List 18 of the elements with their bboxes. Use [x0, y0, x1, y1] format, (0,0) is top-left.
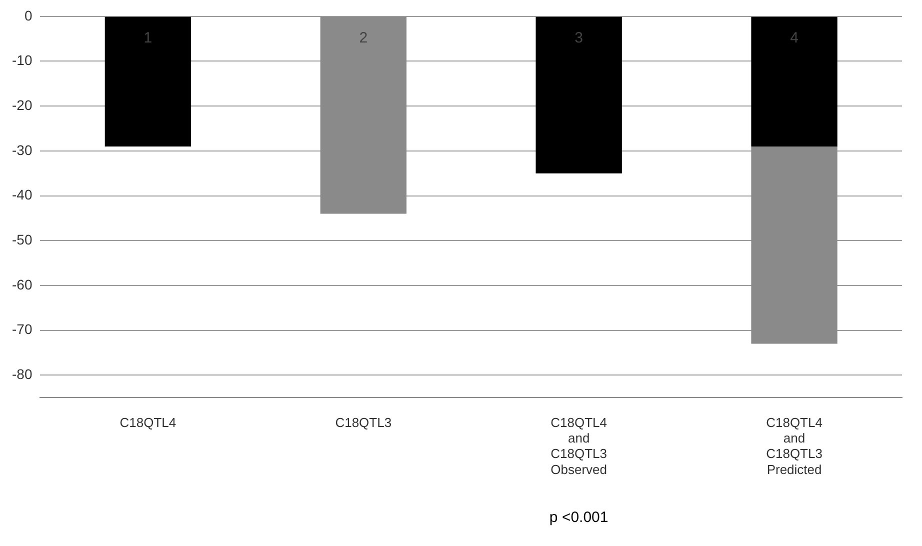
x-tick-label: C18QTL3	[335, 414, 392, 430]
y-tick-label: -40	[12, 186, 32, 203]
y-tick-label: 0	[24, 7, 32, 24]
y-tick-label: -50	[12, 231, 32, 248]
annotation: 2	[359, 30, 368, 47]
annotation: 4	[790, 30, 798, 47]
y-tick-label: -70	[12, 321, 32, 338]
y-tick-label: -10	[12, 52, 32, 68]
x-tick-label: C18QTL4 and C18QTL3 Predicted	[766, 414, 822, 477]
y-tick-label: -60	[12, 276, 32, 292]
y-tick-label: -30	[12, 142, 32, 158]
x-tick-label: C18QTL4	[120, 414, 176, 430]
y-tick-label: -20	[12, 96, 32, 113]
x-tick-label: C18QTL4 and C18QTL3 Observed	[550, 414, 608, 477]
annotation: 1	[144, 30, 152, 47]
annotation: 3	[574, 30, 584, 47]
text: p <0.001	[549, 509, 608, 526]
y-tick-label: -80	[12, 366, 32, 382]
